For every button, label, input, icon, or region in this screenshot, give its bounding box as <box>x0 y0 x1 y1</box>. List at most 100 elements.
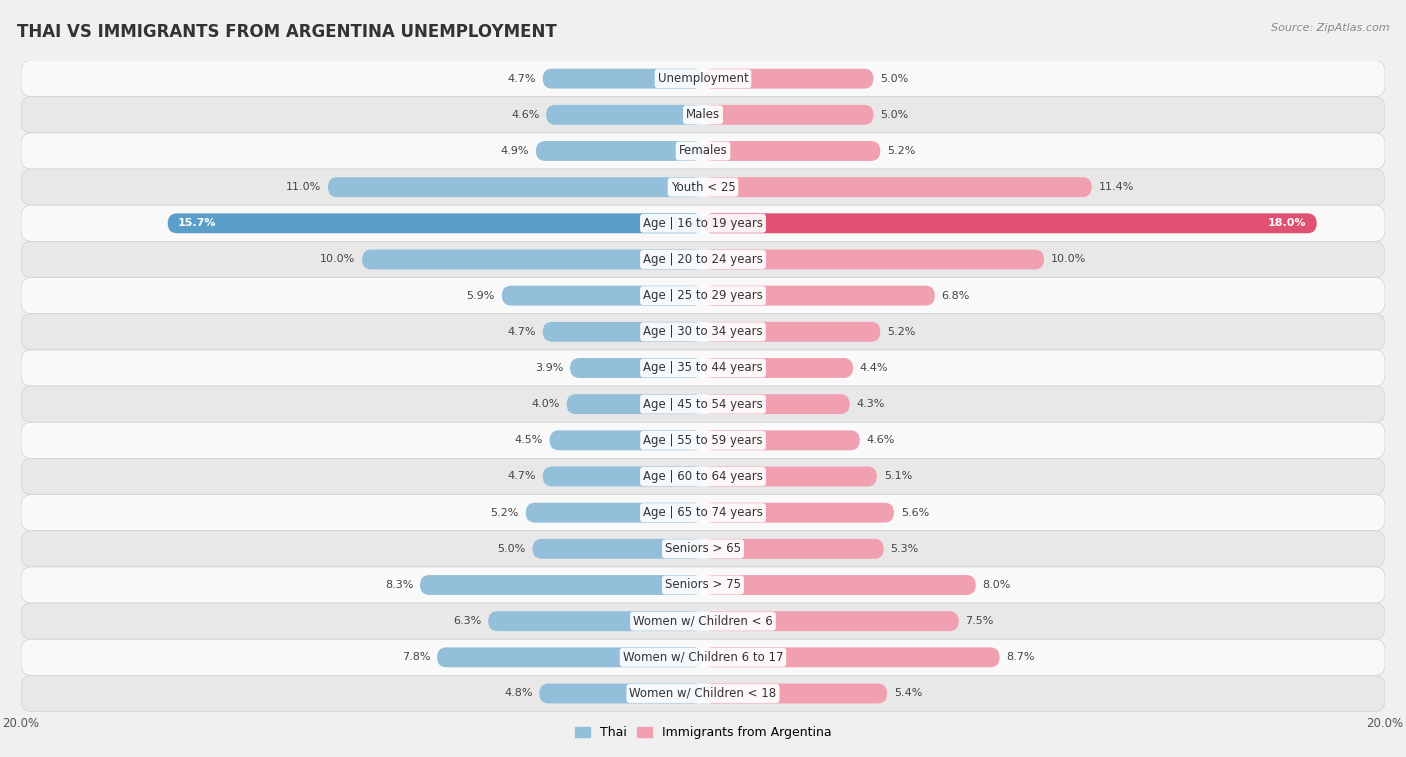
Text: 4.7%: 4.7% <box>508 472 536 481</box>
FancyBboxPatch shape <box>21 169 1385 205</box>
Text: 8.3%: 8.3% <box>385 580 413 590</box>
FancyBboxPatch shape <box>536 141 703 161</box>
Text: 4.8%: 4.8% <box>503 689 533 699</box>
Text: 4.4%: 4.4% <box>860 363 889 373</box>
Text: 8.7%: 8.7% <box>1007 653 1035 662</box>
Text: 5.9%: 5.9% <box>467 291 495 301</box>
Text: 4.7%: 4.7% <box>508 73 536 83</box>
Text: 11.0%: 11.0% <box>285 182 321 192</box>
FancyBboxPatch shape <box>703 431 860 450</box>
Text: 4.6%: 4.6% <box>866 435 896 445</box>
Text: 18.0%: 18.0% <box>1268 218 1306 229</box>
Text: 4.9%: 4.9% <box>501 146 529 156</box>
FancyBboxPatch shape <box>543 69 703 89</box>
FancyBboxPatch shape <box>540 684 703 703</box>
Text: Age | 45 to 54 years: Age | 45 to 54 years <box>643 397 763 410</box>
FancyBboxPatch shape <box>569 358 703 378</box>
Text: Age | 25 to 29 years: Age | 25 to 29 years <box>643 289 763 302</box>
FancyBboxPatch shape <box>21 422 1385 459</box>
FancyBboxPatch shape <box>533 539 703 559</box>
Text: 4.7%: 4.7% <box>508 327 536 337</box>
FancyBboxPatch shape <box>703 575 976 595</box>
Text: Age | 55 to 59 years: Age | 55 to 59 years <box>643 434 763 447</box>
Text: Age | 20 to 24 years: Age | 20 to 24 years <box>643 253 763 266</box>
FancyBboxPatch shape <box>703 358 853 378</box>
FancyBboxPatch shape <box>526 503 703 522</box>
FancyBboxPatch shape <box>21 639 1385 675</box>
FancyBboxPatch shape <box>703 647 1000 667</box>
Text: Women w/ Children < 18: Women w/ Children < 18 <box>630 687 776 700</box>
FancyBboxPatch shape <box>703 285 935 306</box>
FancyBboxPatch shape <box>543 322 703 341</box>
Text: THAI VS IMMIGRANTS FROM ARGENTINA UNEMPLOYMENT: THAI VS IMMIGRANTS FROM ARGENTINA UNEMPL… <box>17 23 557 41</box>
Text: Youth < 25: Youth < 25 <box>671 181 735 194</box>
FancyBboxPatch shape <box>21 603 1385 639</box>
Text: 5.4%: 5.4% <box>894 689 922 699</box>
Text: Seniors > 65: Seniors > 65 <box>665 542 741 556</box>
FancyBboxPatch shape <box>502 285 703 306</box>
Text: 5.0%: 5.0% <box>880 73 908 83</box>
FancyBboxPatch shape <box>21 241 1385 278</box>
FancyBboxPatch shape <box>703 684 887 703</box>
FancyBboxPatch shape <box>420 575 703 595</box>
Text: 5.2%: 5.2% <box>491 508 519 518</box>
FancyBboxPatch shape <box>437 647 703 667</box>
Text: 4.3%: 4.3% <box>856 399 884 409</box>
Text: Age | 16 to 19 years: Age | 16 to 19 years <box>643 217 763 230</box>
FancyBboxPatch shape <box>21 278 1385 313</box>
FancyBboxPatch shape <box>703 539 884 559</box>
FancyBboxPatch shape <box>21 97 1385 133</box>
Text: 3.9%: 3.9% <box>534 363 564 373</box>
Text: Women w/ Children < 6: Women w/ Children < 6 <box>633 615 773 628</box>
FancyBboxPatch shape <box>703 322 880 341</box>
Text: 7.5%: 7.5% <box>966 616 994 626</box>
Text: 10.0%: 10.0% <box>1050 254 1085 264</box>
Text: 5.1%: 5.1% <box>884 472 912 481</box>
FancyBboxPatch shape <box>21 494 1385 531</box>
FancyBboxPatch shape <box>550 431 703 450</box>
Text: 5.0%: 5.0% <box>498 544 526 554</box>
FancyBboxPatch shape <box>21 313 1385 350</box>
FancyBboxPatch shape <box>703 503 894 522</box>
Text: Males: Males <box>686 108 720 121</box>
FancyBboxPatch shape <box>703 394 849 414</box>
Text: 7.8%: 7.8% <box>402 653 430 662</box>
FancyBboxPatch shape <box>703 213 1317 233</box>
FancyBboxPatch shape <box>21 386 1385 422</box>
FancyBboxPatch shape <box>703 141 880 161</box>
Text: Seniors > 75: Seniors > 75 <box>665 578 741 591</box>
FancyBboxPatch shape <box>21 61 1385 97</box>
Text: 5.0%: 5.0% <box>880 110 908 120</box>
Text: 11.4%: 11.4% <box>1098 182 1133 192</box>
FancyBboxPatch shape <box>21 133 1385 169</box>
Text: 4.6%: 4.6% <box>510 110 540 120</box>
FancyBboxPatch shape <box>703 611 959 631</box>
FancyBboxPatch shape <box>703 250 1045 269</box>
FancyBboxPatch shape <box>21 459 1385 494</box>
Text: 4.5%: 4.5% <box>515 435 543 445</box>
Text: 10.0%: 10.0% <box>321 254 356 264</box>
Text: 5.2%: 5.2% <box>887 146 915 156</box>
Text: Age | 35 to 44 years: Age | 35 to 44 years <box>643 362 763 375</box>
FancyBboxPatch shape <box>21 531 1385 567</box>
Text: 4.0%: 4.0% <box>531 399 560 409</box>
Text: 5.6%: 5.6% <box>901 508 929 518</box>
FancyBboxPatch shape <box>21 350 1385 386</box>
Text: Age | 60 to 64 years: Age | 60 to 64 years <box>643 470 763 483</box>
FancyBboxPatch shape <box>567 394 703 414</box>
FancyBboxPatch shape <box>543 466 703 487</box>
Text: 5.3%: 5.3% <box>890 544 918 554</box>
Text: 6.8%: 6.8% <box>942 291 970 301</box>
FancyBboxPatch shape <box>363 250 703 269</box>
FancyBboxPatch shape <box>703 177 1091 197</box>
FancyBboxPatch shape <box>21 675 1385 712</box>
FancyBboxPatch shape <box>21 205 1385 241</box>
FancyBboxPatch shape <box>546 105 703 125</box>
Text: Source: ZipAtlas.com: Source: ZipAtlas.com <box>1271 23 1389 33</box>
FancyBboxPatch shape <box>703 105 873 125</box>
Text: 6.3%: 6.3% <box>453 616 481 626</box>
FancyBboxPatch shape <box>21 567 1385 603</box>
Text: Age | 30 to 34 years: Age | 30 to 34 years <box>643 326 763 338</box>
Text: Women w/ Children 6 to 17: Women w/ Children 6 to 17 <box>623 651 783 664</box>
FancyBboxPatch shape <box>703 69 873 89</box>
